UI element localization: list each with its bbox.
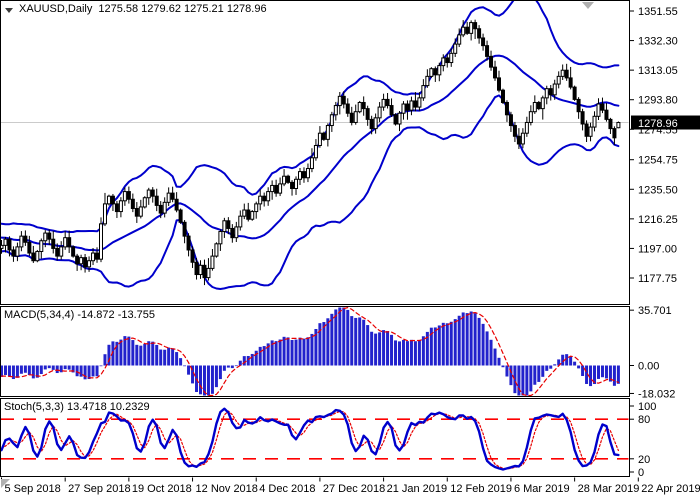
bollinger-middle-line bbox=[1, 54, 620, 252]
stochastic-panel bbox=[1, 407, 629, 471]
macd-signal-line bbox=[1, 307, 620, 396]
svg-text:4 Dec 2018: 4 Dec 2018 bbox=[259, 483, 315, 495]
svg-text:27 Sep 2018: 27 Sep 2018 bbox=[68, 483, 130, 495]
svg-text:80: 80 bbox=[638, 414, 650, 426]
svg-text:1235.50: 1235.50 bbox=[638, 184, 678, 196]
candlesticks-layer bbox=[1, 19, 621, 286]
stoch-indicator-label: Stoch(5,3,3) 13.4718 10.2329 bbox=[4, 401, 150, 413]
svg-text:12 Nov 2018: 12 Nov 2018 bbox=[196, 483, 258, 495]
svg-text:1216.25: 1216.25 bbox=[638, 214, 678, 226]
svg-text:1332.30: 1332.30 bbox=[638, 36, 678, 48]
svg-text:28 Mar 2019: 28 Mar 2019 bbox=[578, 483, 640, 495]
svg-text:-18.032: -18.032 bbox=[638, 388, 675, 400]
svg-text:0: 0 bbox=[638, 467, 644, 479]
macd-indicator-label: MACD(5,34,4) -14.872 -13.755 bbox=[4, 309, 156, 321]
svg-text:6 Mar 2019: 6 Mar 2019 bbox=[514, 483, 570, 495]
svg-text:1254.75: 1254.75 bbox=[638, 155, 678, 167]
svg-text:1313.05: 1313.05 bbox=[638, 65, 678, 77]
price-axis: 1351.551332.301313.051293.801274.551254.… bbox=[629, 6, 678, 285]
date-axis: 5 Sep 2018 27 Sep 2018 19 Oct 2018 12 Nov 2… bbox=[1, 477, 700, 495]
symbol-period-label: XAUUSD,Daily bbox=[19, 3, 93, 15]
ohlc-values-label: 1275.58 1279.62 1275.21 1278.96 bbox=[98, 3, 267, 15]
svg-text:5 Sep 2018: 5 Sep 2018 bbox=[5, 483, 61, 495]
scroll-corner-marker-icon bbox=[1, 479, 10, 488]
macd-panel bbox=[1, 307, 620, 396]
svg-text:20: 20 bbox=[638, 454, 650, 466]
svg-text:21 Jan 2019: 21 Jan 2019 bbox=[387, 483, 448, 495]
dropdown-triangle-icon bbox=[5, 7, 13, 13]
chart-title: XAUUSD,Daily 1275.58 1279.62 1275.21 127… bbox=[5, 3, 267, 16]
svg-text:19 Oct 2018: 19 Oct 2018 bbox=[132, 483, 192, 495]
svg-text:1351.55: 1351.55 bbox=[638, 6, 678, 18]
svg-text:12 Feb 2019: 12 Feb 2019 bbox=[450, 483, 512, 495]
svg-text:22 Apr 2019: 22 Apr 2019 bbox=[641, 483, 700, 495]
chart-shift-marker-icon bbox=[582, 2, 594, 9]
svg-text:0.00: 0.00 bbox=[638, 361, 659, 373]
svg-text:1197.00: 1197.00 bbox=[638, 243, 677, 255]
svg-text:100: 100 bbox=[638, 401, 656, 413]
macd-axis: 35.701 0.00 -18.032 bbox=[629, 305, 675, 400]
scroll-markers bbox=[1, 2, 594, 488]
svg-text:1177.75: 1177.75 bbox=[638, 273, 677, 285]
svg-text:1293.80: 1293.80 bbox=[638, 95, 678, 107]
svg-text:35.701: 35.701 bbox=[638, 305, 672, 317]
stoch-percent-k-line bbox=[1, 407, 620, 471]
current-price-tag: 1278.96 bbox=[631, 115, 700, 130]
svg-text:27 Dec 2018: 27 Dec 2018 bbox=[323, 483, 385, 495]
svg-text:1278.96: 1278.96 bbox=[638, 118, 678, 130]
